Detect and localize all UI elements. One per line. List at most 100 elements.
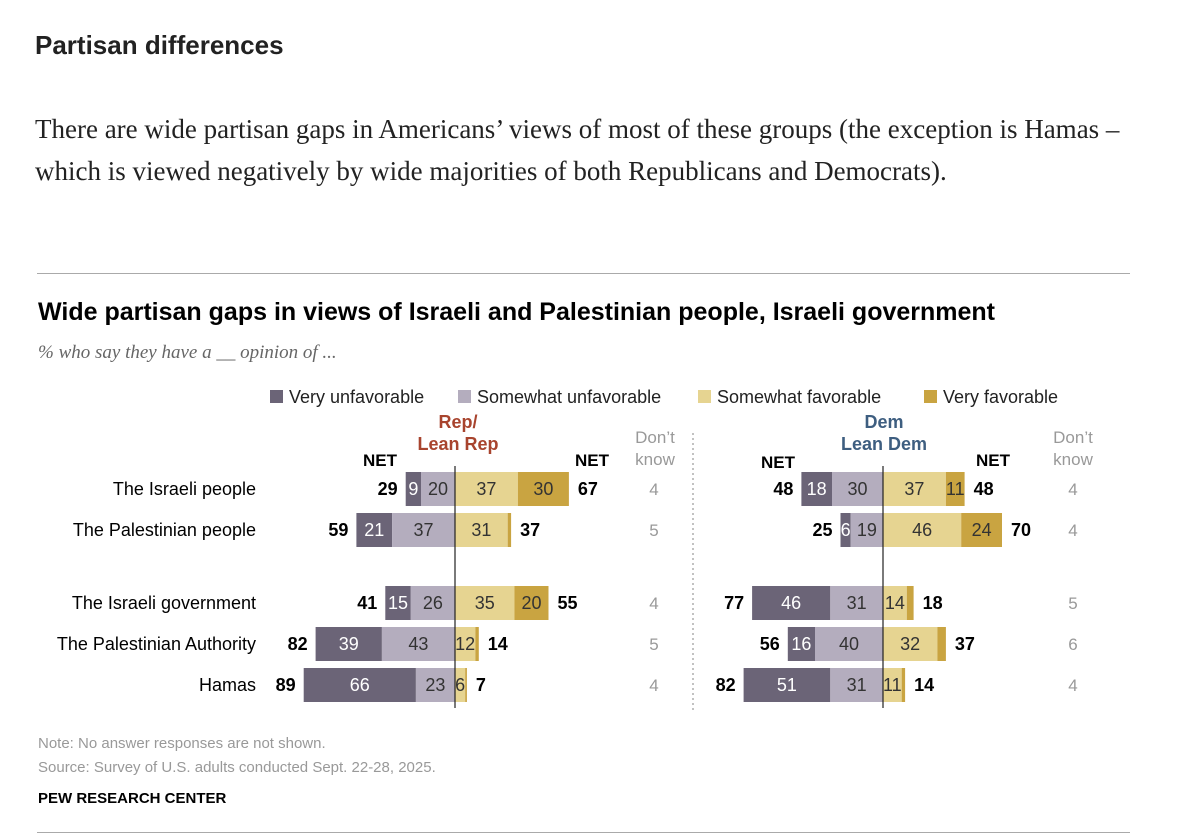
dont-know-header-dem: Don’t	[1053, 428, 1093, 447]
bar-label-some-unfav: 26	[423, 593, 443, 613]
net-fav-value: 70	[1011, 520, 1031, 540]
bar-some-fav	[455, 586, 515, 620]
bar-some-unfav	[850, 513, 883, 547]
legend-swatch-very-fav	[924, 390, 937, 403]
dont-know-value: 5	[649, 635, 658, 654]
bar-some-unfav	[415, 668, 455, 702]
bar-some-unfav	[830, 668, 883, 702]
dont-know-value: 4	[649, 594, 658, 613]
chart-note: Note: No answer responses are not shown.	[38, 735, 326, 752]
dont-know-value: 4	[1068, 676, 1077, 695]
bar-label-some-unfav: 30	[847, 479, 867, 499]
bar-very-unfav	[303, 668, 416, 702]
net-fav-value: 55	[558, 593, 578, 613]
net-fav-value: 14	[488, 634, 508, 654]
bar-label-some-fav: 31	[471, 520, 491, 540]
bar-label-very-unfav: 46	[781, 593, 801, 613]
net-unfav-value: 89	[276, 675, 296, 695]
net-header-unfav-dem: NET	[761, 453, 796, 472]
pew-credit: PEW RESEARCH CENTER	[38, 790, 227, 807]
bar-very-unfav	[840, 513, 851, 547]
bar-very-fav	[961, 513, 1002, 547]
bar-label-some-unfav: 37	[414, 520, 434, 540]
bar-label-very-unfav: 16	[791, 634, 811, 654]
dont-know-value: 4	[1068, 480, 1077, 499]
group-label-rep: Rep/	[438, 412, 477, 432]
net-fav-value: 14	[914, 675, 934, 695]
net-unfav-value: 29	[378, 479, 398, 499]
legend-label-very-fav: Very favorable	[943, 387, 1058, 407]
bar-label-very-unfav: 39	[339, 634, 359, 654]
row-label: Hamas	[199, 675, 256, 695]
chart-title: Wide partisan gaps in views of Israeli a…	[38, 298, 996, 326]
bar-very-fav	[514, 586, 549, 620]
bar-label-some-unfav: 31	[847, 675, 867, 695]
bar-some-fav	[455, 513, 508, 547]
bar-label-very-unfav: 51	[777, 675, 797, 695]
dont-know-value: 6	[1068, 635, 1077, 654]
bar-some-fav	[883, 627, 938, 661]
bar-label-some-fav: 46	[912, 520, 932, 540]
bar-label-some-fav: 14	[885, 593, 905, 613]
dont-know-header-rep-line2: know	[635, 450, 675, 469]
bar-some-unfav	[381, 627, 455, 661]
bar-label-very-fav: 11	[946, 479, 965, 499]
net-fav-value: 18	[923, 593, 943, 613]
bar-some-fav	[883, 668, 902, 702]
group-label-dem-line2: Lean Dem	[841, 434, 927, 454]
bar-label-some-fav: 32	[900, 634, 920, 654]
lede-paragraph: There are wide partisan gaps in American…	[35, 114, 1120, 186]
legend-label-some-fav: Somewhat favorable	[717, 387, 881, 407]
row-label: The Israeli government	[72, 593, 256, 613]
net-fav-value: 7	[476, 675, 486, 695]
net-unfav-value: 77	[724, 593, 744, 613]
chart-top-rule	[37, 273, 1130, 274]
bar-label-some-unfav: 23	[425, 675, 445, 695]
bar-label-some-fav: 37	[904, 479, 924, 499]
row-label: The Palestinian Authority	[57, 634, 256, 654]
bar-label-some-unfav: 20	[428, 479, 448, 499]
dont-know-value: 4	[649, 480, 658, 499]
dont-know-header-rep: Don’t	[635, 428, 675, 447]
net-fav-value: 67	[578, 479, 598, 499]
chart-subtitle: % who say they have a __ opinion of ...	[38, 342, 337, 363]
dont-know-value: 5	[649, 521, 658, 540]
legend-label-very-unfav: Very unfavorable	[289, 387, 424, 407]
bar-label-some-unfav: 31	[847, 593, 867, 613]
dont-know-value: 4	[1068, 521, 1077, 540]
bar-very-unfav	[405, 472, 421, 506]
bar-label-very-fav: 30	[533, 479, 553, 499]
bar-very-fav	[906, 586, 914, 620]
bar-some-unfav	[832, 472, 883, 506]
bar-very-unfav	[787, 627, 815, 661]
bar-very-fav	[517, 472, 569, 506]
bar-some-unfav	[815, 627, 883, 661]
bar-some-fav	[455, 668, 466, 702]
bar-very-unfav	[801, 472, 832, 506]
bar-label-very-unfav: 21	[364, 520, 384, 540]
net-unfav-value: 25	[812, 520, 832, 540]
bar-very-fav	[945, 472, 965, 506]
net-fav-value: 48	[974, 479, 994, 499]
net-header-unfav-rep: NET	[363, 451, 398, 470]
bar-some-unfav	[830, 586, 883, 620]
bar-very-fav	[507, 513, 512, 547]
bar-label-some-unfav: 19	[857, 520, 877, 540]
bar-very-unfav	[315, 627, 382, 661]
net-fav-value: 37	[520, 520, 540, 540]
net-unfav-value: 59	[328, 520, 348, 540]
dont-know-header-dem-line2: know	[1053, 450, 1093, 469]
bar-label-very-unfav: 15	[388, 593, 408, 613]
chart-bottom-rule	[37, 832, 1130, 833]
bar-label-some-unfav: 40	[839, 634, 859, 654]
bar-label-very-fav: 24	[972, 520, 992, 540]
net-fav-value: 37	[955, 634, 975, 654]
legend: Very unfavorable Somewhat unfavorable Some…	[270, 387, 1058, 407]
dont-know-value: 4	[649, 676, 658, 695]
chart-source: Source: Survey of U.S. adults conducted …	[38, 759, 436, 776]
bar-label-some-fav: 11	[883, 675, 902, 695]
bar-very-unfav	[743, 668, 831, 702]
bar-label-very-unfav: 18	[807, 479, 827, 499]
